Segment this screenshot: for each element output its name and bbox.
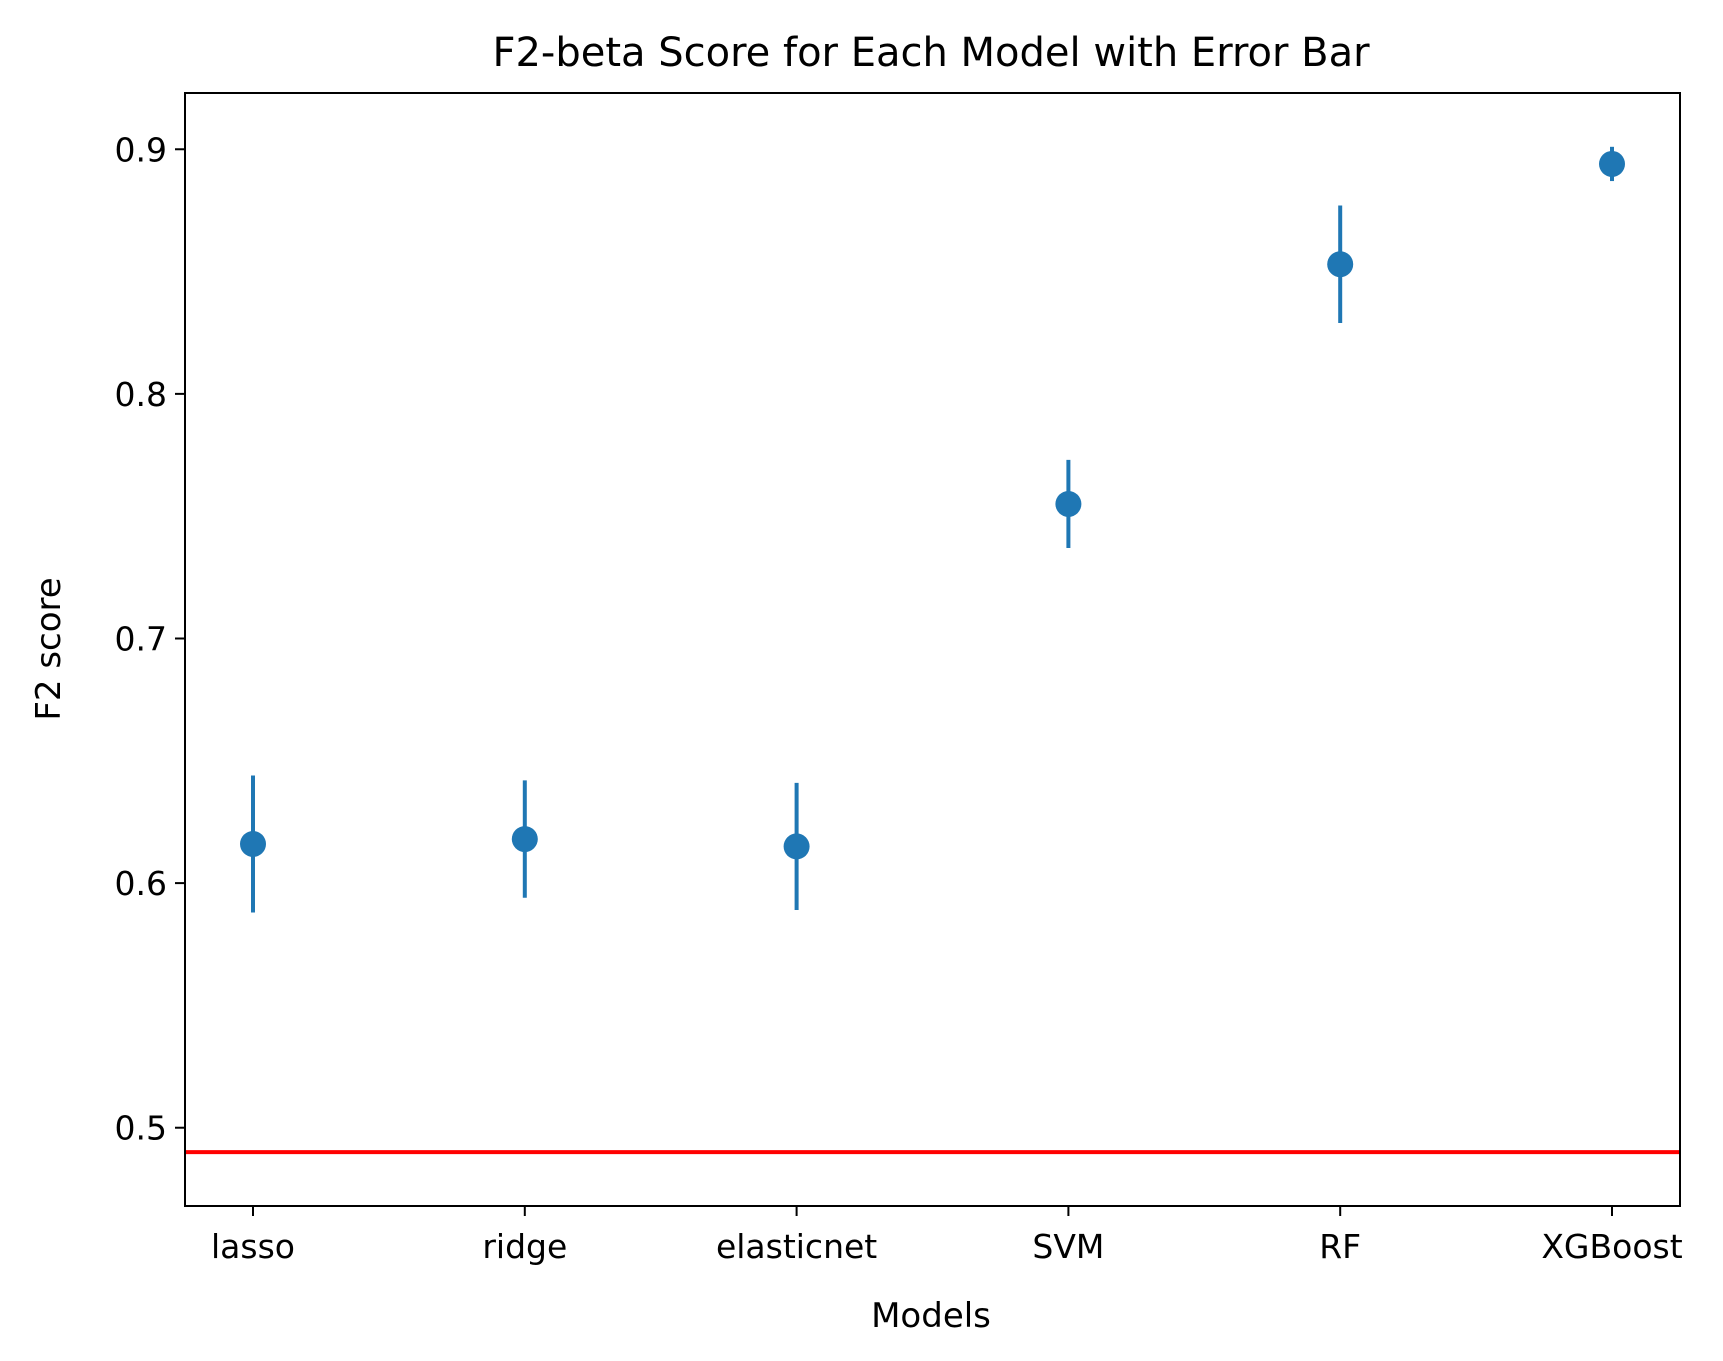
y-tick-label: 0.9 bbox=[115, 130, 167, 169]
y-tick-label: 0.5 bbox=[115, 1109, 167, 1148]
x-tick-label: SVM bbox=[1032, 1227, 1104, 1266]
x-tick-label: lasso bbox=[211, 1227, 295, 1266]
chart-title: F2-beta Score for Each Model with Error … bbox=[492, 30, 1370, 76]
data-point bbox=[1327, 251, 1354, 278]
data-point bbox=[783, 833, 810, 860]
x-axis: lasso ridge elasticnet SVM RF XGBoost bbox=[211, 1206, 1683, 1266]
y-tick-label: 0.8 bbox=[115, 375, 167, 414]
x-axis-label: Models bbox=[871, 1296, 991, 1336]
data-point bbox=[1055, 490, 1082, 517]
x-tick-label: XGBoost bbox=[1541, 1227, 1682, 1266]
y-tick-label: 0.6 bbox=[115, 864, 167, 903]
axes-frame bbox=[184, 92, 1681, 1207]
data-point bbox=[511, 826, 538, 853]
plot-area bbox=[185, 146, 1680, 1155]
y-tick-label: 0.7 bbox=[115, 619, 167, 658]
data-point bbox=[1599, 150, 1625, 177]
x-tick-label: elasticnet bbox=[716, 1227, 877, 1266]
x-tick-label: ridge bbox=[482, 1227, 567, 1266]
y-axis-label: F2 score bbox=[29, 577, 69, 720]
data-point bbox=[240, 830, 266, 857]
y-axis: 0.5 0.6 0.7 0.8 0.9 bbox=[115, 130, 185, 1148]
x-tick-label: RF bbox=[1319, 1227, 1361, 1266]
